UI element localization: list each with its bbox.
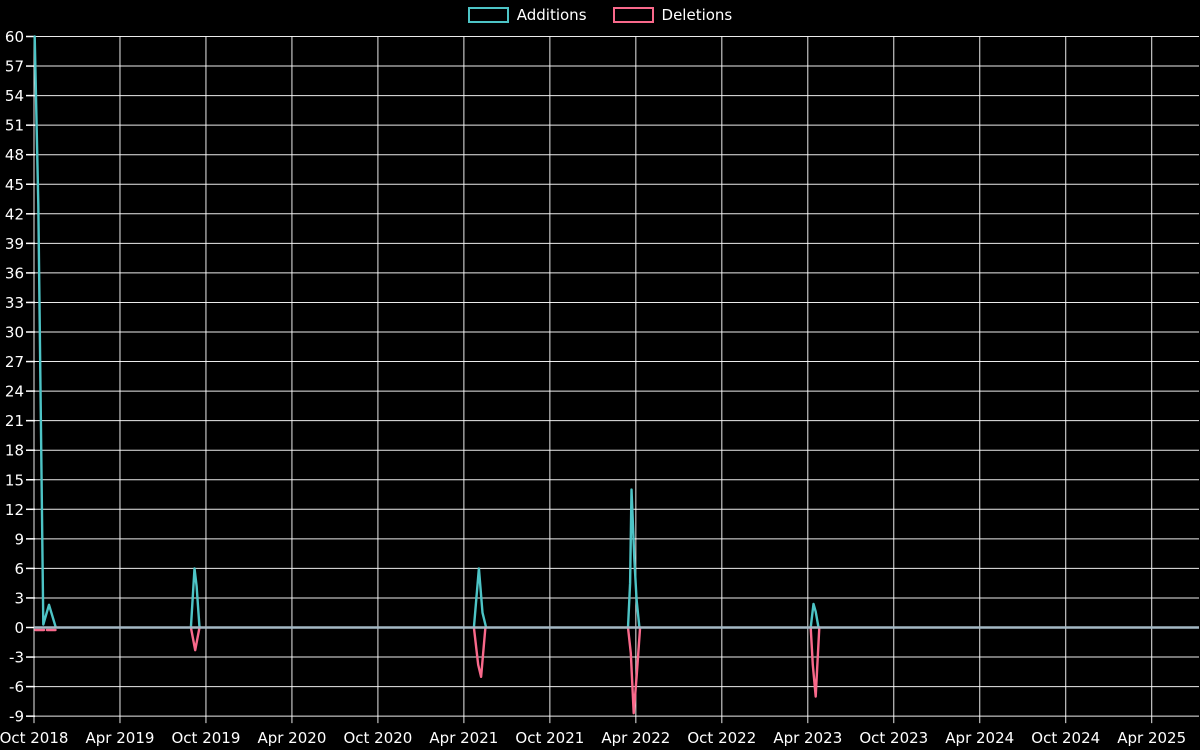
y-axis-label: 48 (5, 146, 24, 164)
y-axis-label: 12 (5, 501, 24, 519)
series-line-additions (809, 602, 820, 629)
x-axis-label: Oct 2021 (515, 729, 584, 747)
y-axis-label: 33 (5, 294, 24, 312)
y-axis-label: 27 (5, 353, 24, 371)
legend-item-deletions[interactable]: Deletions (612, 5, 733, 24)
x-axis-label: Oct 2022 (687, 729, 756, 747)
y-axis-label: 30 (5, 324, 24, 342)
y-axis-label: -9 (9, 708, 24, 726)
series-line-additions (189, 567, 201, 629)
x-axis-label: Oct 2024 (1031, 729, 1100, 747)
x-axis-label: Oct 2019 (172, 729, 241, 747)
series-line-deletions (472, 626, 487, 678)
x-axis-label: Apr 2025 (1117, 729, 1186, 747)
y-axis-label: 42 (5, 205, 24, 223)
x-axis-label: Oct 2020 (343, 729, 412, 747)
additions-swatch (467, 7, 509, 23)
y-axis-label: 3 (14, 589, 24, 607)
y-axis-label: 39 (5, 235, 24, 253)
legend-label-deletions: Deletions (661, 5, 733, 24)
series-line-deletions (809, 626, 821, 698)
y-axis-label: 21 (5, 412, 24, 430)
x-axis-label: Apr 2024 (945, 729, 1014, 747)
deletions-swatch (612, 7, 654, 23)
y-axis-label: 45 (5, 176, 24, 194)
legend-item-additions[interactable]: Additions (467, 5, 587, 24)
y-axis-label: 51 (5, 117, 24, 135)
y-axis-label: -6 (9, 678, 24, 696)
legend-label-additions: Additions (516, 5, 587, 24)
series-line-deletions (189, 626, 201, 652)
y-axis-label: 6 (14, 560, 24, 578)
y-axis-label: 54 (5, 87, 24, 105)
x-axis-label: Apr 2020 (257, 729, 326, 747)
y-axis-label: 36 (5, 264, 24, 282)
x-axis-label: Apr 2019 (86, 729, 155, 747)
y-axis-label: -3 (9, 649, 24, 667)
y-axis-label: 24 (5, 383, 24, 401)
y-axis-label: 15 (5, 471, 24, 489)
x-axis-label: Apr 2021 (429, 729, 498, 747)
y-axis-label: 9 (14, 530, 24, 548)
chart-legend: Additions Deletions (0, 7, 1200, 23)
series-line-additions (472, 567, 488, 629)
x-axis-label: Oct 2023 (859, 729, 928, 747)
y-axis-label: 57 (5, 58, 24, 76)
series-line-additions (33, 35, 57, 628)
series-line-additions (626, 488, 641, 629)
x-axis-label: Apr 2023 (773, 729, 842, 747)
y-axis-label: 60 (5, 28, 24, 46)
y-axis-label: 0 (14, 619, 24, 637)
x-axis-label: Apr 2022 (601, 729, 670, 747)
x-axis-label: Oct 2018 (0, 729, 68, 747)
y-axis-label: 18 (5, 442, 24, 460)
series-line-deletions (626, 626, 642, 715)
